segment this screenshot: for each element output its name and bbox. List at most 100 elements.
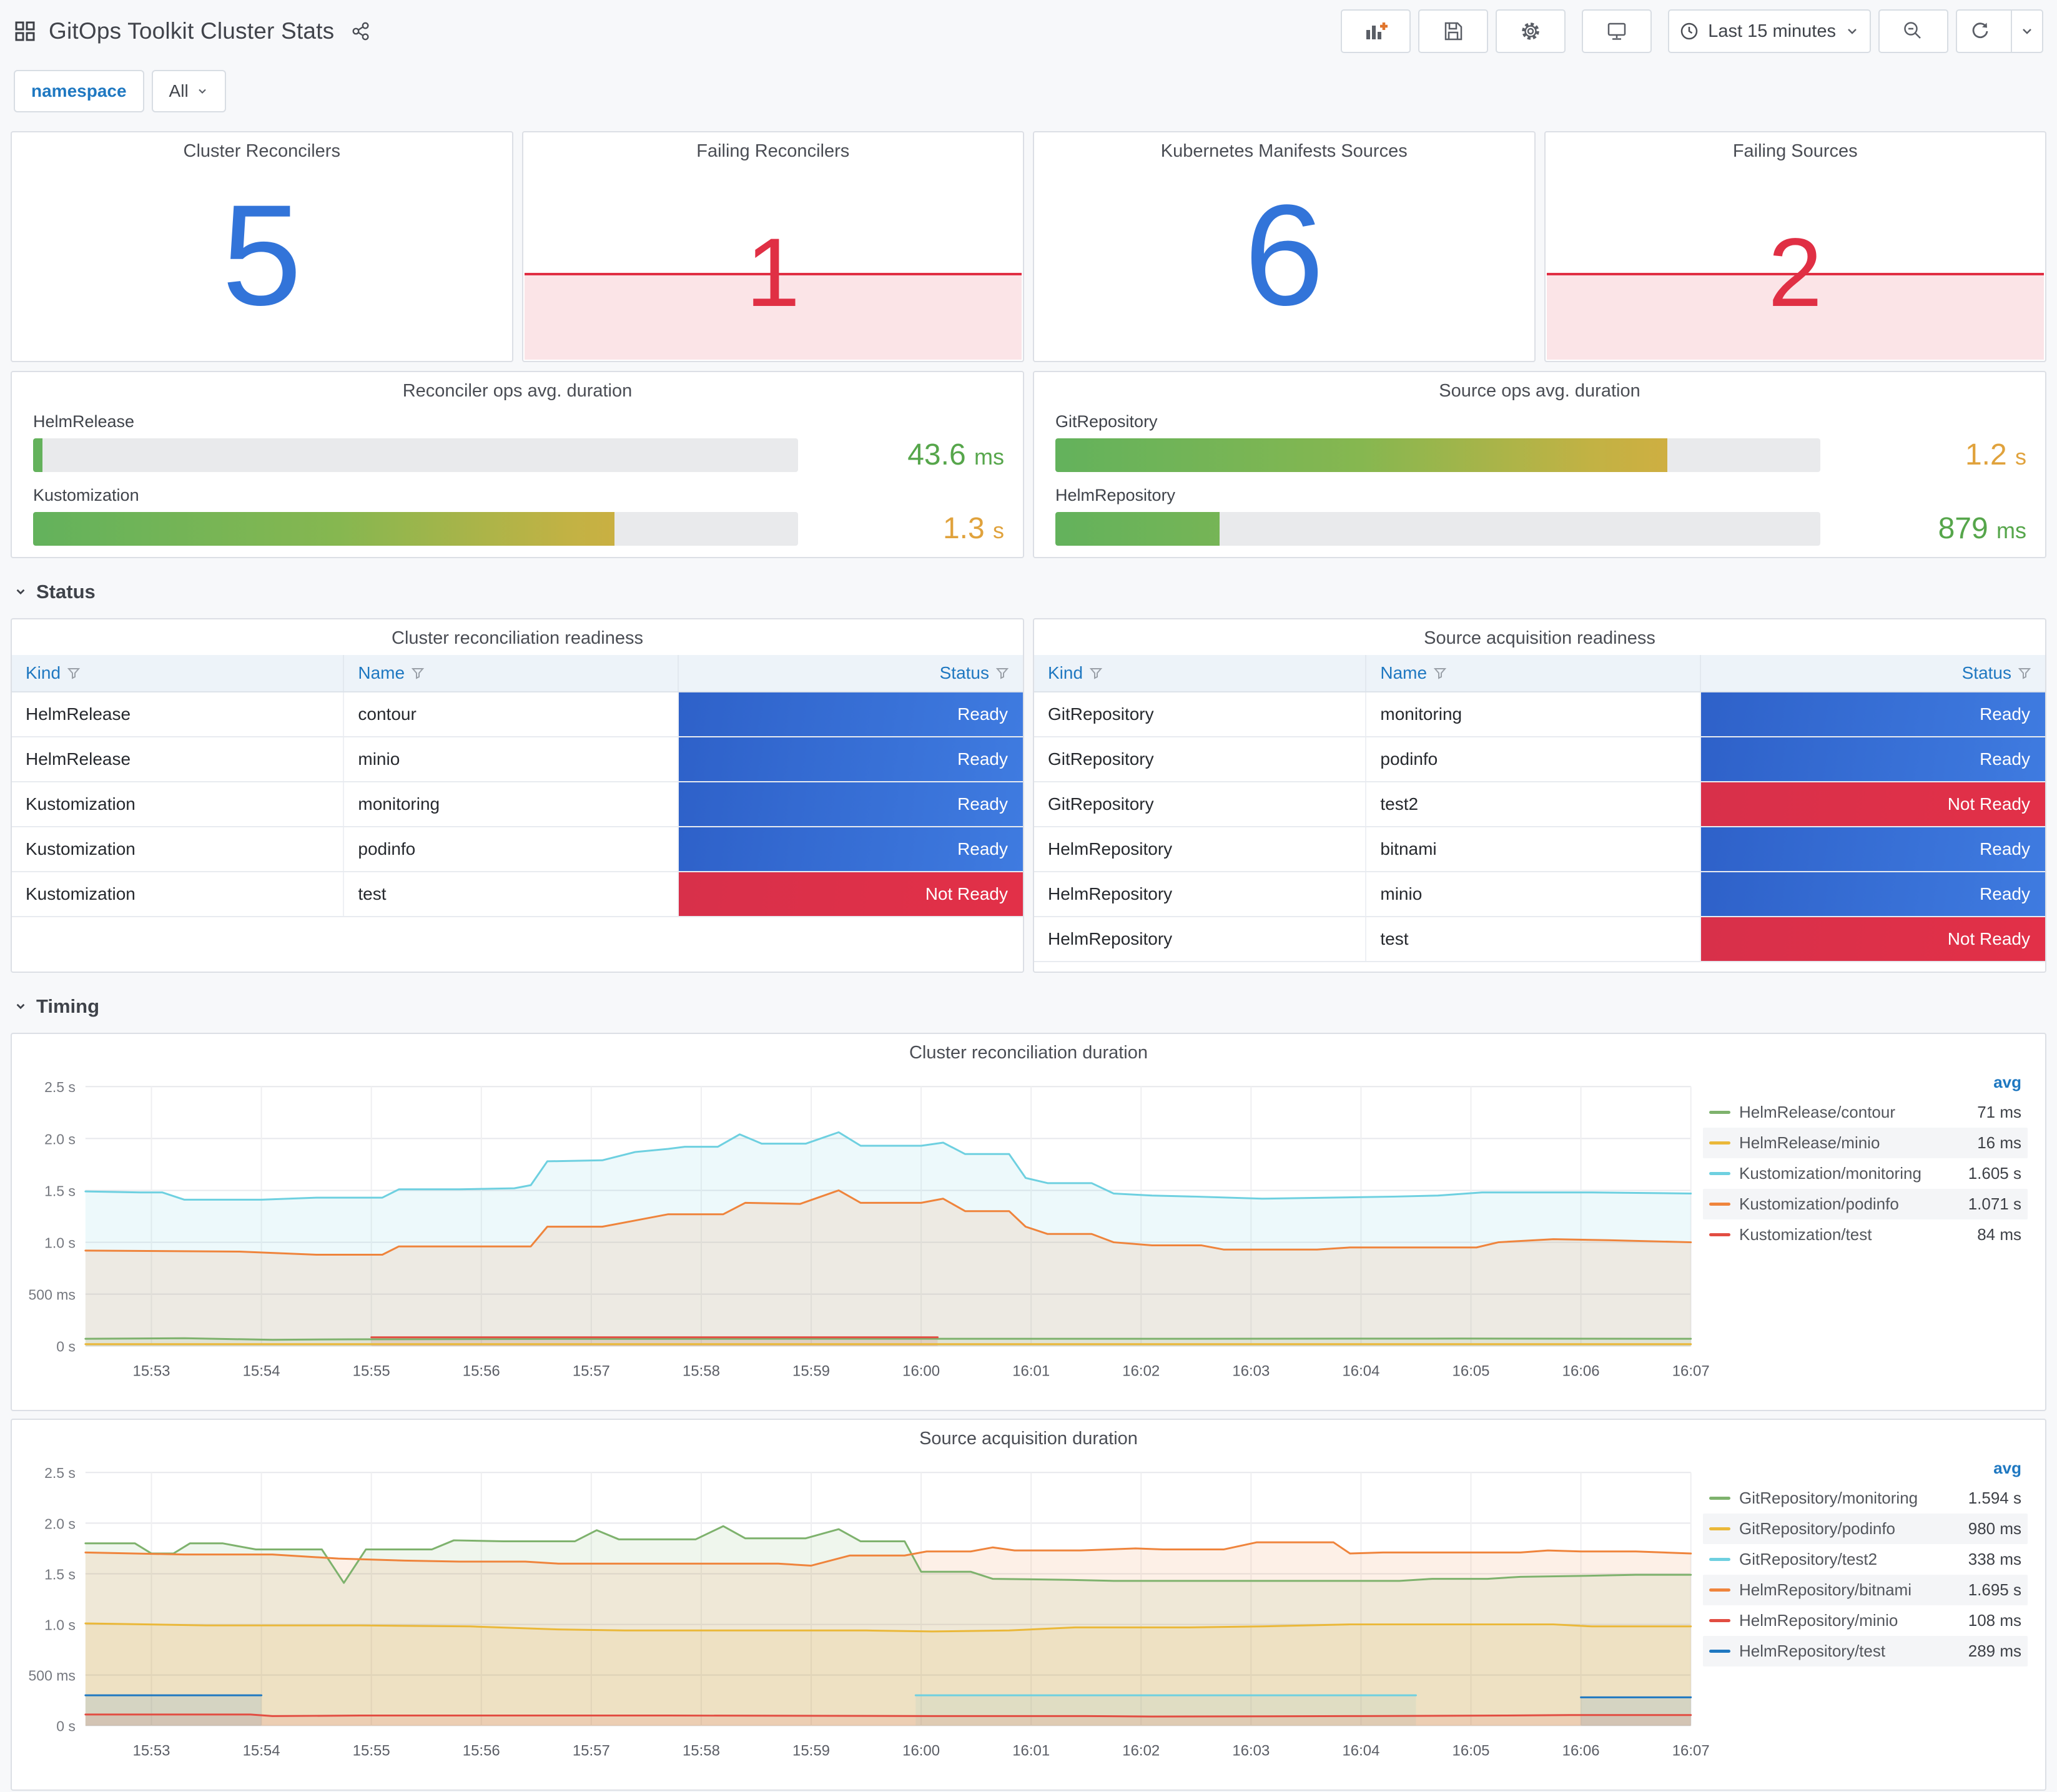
svg-text:1.0 s: 1.0 s bbox=[44, 1617, 76, 1633]
save-dashboard-button[interactable] bbox=[1418, 9, 1489, 53]
status-badge: Ready bbox=[1700, 692, 2045, 736]
series-color-dash bbox=[1709, 1172, 1730, 1175]
panel-title[interactable]: Reconciler ops avg. duration bbox=[402, 381, 633, 401]
variable-value-dropdown[interactable]: All bbox=[151, 70, 226, 112]
legend-item[interactable]: HelmRelease/contour 71 ms bbox=[1703, 1097, 2028, 1128]
table-row: HelmRelease minio Ready bbox=[12, 737, 1023, 782]
chart-row: Cluster reconciliation duration 0 s 500 m… bbox=[11, 1033, 2046, 1411]
legend-avg-header[interactable]: avg bbox=[1993, 1073, 2021, 1091]
time-range-picker[interactable]: Last 15 minutes bbox=[1668, 9, 1871, 53]
status-badge: Not Ready bbox=[1700, 782, 2045, 826]
page-title: GitOps Toolkit Cluster Stats bbox=[49, 18, 335, 44]
column-header-kind[interactable]: Kind bbox=[1034, 655, 1367, 692]
cell-kind: Kustomization bbox=[12, 872, 345, 917]
panel-title[interactable]: Source acquisition readiness bbox=[1424, 628, 1655, 648]
cell-name: test2 bbox=[1366, 782, 1701, 827]
section-status[interactable]: Status bbox=[12, 573, 96, 611]
stat-value: 6 bbox=[1244, 174, 1324, 335]
cell-kind: GitRepository bbox=[1034, 782, 1367, 827]
series-color-dash bbox=[1709, 1527, 1730, 1530]
cell-name: test bbox=[343, 872, 679, 917]
column-header-name[interactable]: Name bbox=[343, 655, 679, 692]
tables-row: Cluster reconciliation readiness Kind Nam… bbox=[11, 618, 2046, 973]
legend-item[interactable]: Kustomization/podinfo 1.071 s bbox=[1703, 1189, 2028, 1219]
panel-title[interactable]: Failing Sources bbox=[1732, 141, 1858, 161]
series-color-dash bbox=[1709, 1233, 1730, 1236]
share-icon[interactable] bbox=[350, 21, 372, 42]
svg-text:16:06: 16:06 bbox=[1562, 1363, 1600, 1380]
dashboard-settings-button[interactable] bbox=[1496, 9, 1566, 53]
legend-item[interactable]: GitRepository/test2 338 ms bbox=[1703, 1544, 2028, 1575]
svg-text:15:56: 15:56 bbox=[463, 1363, 500, 1380]
bar-gauge-track bbox=[33, 438, 798, 472]
legend-item[interactable]: HelmRepository/test 289 ms bbox=[1703, 1636, 2028, 1666]
panel-source-acquisition-readiness: Source acquisition readiness Kind Name Sta… bbox=[1033, 618, 2046, 973]
series-name: GitRepository/monitoring bbox=[1739, 1489, 1918, 1507]
column-header-kind[interactable]: Kind bbox=[12, 655, 345, 692]
svg-text:15:57: 15:57 bbox=[573, 1363, 610, 1380]
bar-gauge-row: HelmRepository 879 ms bbox=[1055, 483, 2026, 546]
column-header-status[interactable]: Status bbox=[678, 655, 1023, 692]
panel-title[interactable]: Cluster reconciliation readiness bbox=[392, 628, 643, 648]
legend-item[interactable]: Kustomization/test 84 ms bbox=[1703, 1219, 2028, 1250]
panel-title[interactable]: Cluster Reconcilers bbox=[183, 141, 340, 161]
cell-kind: Kustomization bbox=[12, 782, 345, 827]
legend-item[interactable]: HelmRepository/bitnami 1.695 s bbox=[1703, 1575, 2028, 1605]
legend-item[interactable]: HelmRelease/minio 16 ms bbox=[1703, 1128, 2028, 1158]
table-row: Kustomization podinfo Ready bbox=[12, 827, 1023, 872]
series-name: HelmRepository/minio bbox=[1739, 1611, 1898, 1630]
refresh-dashboard-button[interactable] bbox=[1956, 9, 2043, 53]
filter-icon bbox=[995, 668, 1009, 679]
add-panel-button[interactable] bbox=[1341, 9, 1411, 53]
column-header-status[interactable]: Status bbox=[1700, 655, 2045, 692]
panel-title[interactable]: Cluster reconciliation duration bbox=[909, 1043, 1148, 1063]
series-avg-value: 84 ms bbox=[1977, 1225, 2021, 1244]
svg-text:2.0 s: 2.0 s bbox=[44, 1131, 76, 1147]
source-acquisition-duration-chart[interactable]: 0 s 500 ms 1.0 s 1.5 s 2.0 s 2.5 s 15:53 15:54 1… bbox=[12, 1420, 2045, 1791]
bar-gauge-label: HelmRelease bbox=[33, 412, 135, 431]
legend-item[interactable]: GitRepository/podinfo 980 ms bbox=[1703, 1514, 2028, 1544]
variable-label-namespace[interactable]: namespace bbox=[14, 70, 144, 112]
svg-text:16:05: 16:05 bbox=[1453, 1363, 1490, 1380]
cell-name: minio bbox=[1366, 872, 1701, 917]
series-name: HelmRelease/minio bbox=[1739, 1133, 1880, 1152]
legend-item[interactable]: HelmRepository/minio 108 ms bbox=[1703, 1605, 2028, 1636]
panel-title[interactable]: Failing Reconcilers bbox=[696, 141, 850, 161]
bar-gauge-label: Kustomization bbox=[33, 486, 139, 505]
cell-kind: HelmRelease bbox=[12, 692, 345, 737]
legend-avg-header[interactable]: avg bbox=[1993, 1459, 2021, 1477]
svg-text:15:56: 15:56 bbox=[463, 1743, 500, 1760]
panel-title[interactable]: Source acquisition duration bbox=[919, 1429, 1138, 1449]
table-row: GitRepository podinfo Ready bbox=[1034, 737, 2045, 782]
panel-title[interactable]: Source ops avg. duration bbox=[1439, 381, 1640, 401]
svg-text:16:00: 16:00 bbox=[902, 1743, 940, 1760]
refresh-interval-dropdown[interactable] bbox=[2011, 11, 2042, 52]
svg-text:1.5 s: 1.5 s bbox=[44, 1183, 76, 1199]
chevron-down-icon bbox=[16, 589, 25, 595]
series-color-dash bbox=[1709, 1141, 1730, 1145]
legend-item[interactable]: GitRepository/monitoring 1.594 s bbox=[1703, 1483, 2028, 1514]
cell-kind: HelmRepository bbox=[1034, 827, 1367, 872]
series-color-dash bbox=[1709, 1619, 1730, 1622]
svg-text:500 ms: 500 ms bbox=[29, 1287, 76, 1303]
zoom-out-time-button[interactable] bbox=[1878, 9, 1948, 53]
svg-text:500 ms: 500 ms bbox=[29, 1668, 76, 1684]
series-avg-value: 980 ms bbox=[1968, 1519, 2021, 1538]
dashboard-grid-icon[interactable] bbox=[14, 20, 36, 42]
readiness-table: Kind Name Status GitRepository monitoring Rea… bbox=[1034, 655, 2045, 962]
kiosk-mode-button[interactable] bbox=[1582, 9, 1652, 53]
stat-sparkline bbox=[1546, 273, 2044, 360]
column-header-name[interactable]: Name bbox=[1366, 655, 1701, 692]
svg-text:15:53: 15:53 bbox=[133, 1363, 170, 1380]
panel-title[interactable]: Kubernetes Manifests Sources bbox=[1160, 141, 1408, 161]
cluster-reconciliation-duration-chart[interactable]: 0 s 500 ms 1.0 s 1.5 s 2.0 s 2.5 s 15:53 15:54 1… bbox=[12, 1034, 2045, 1411]
section-timing[interactable]: Timing bbox=[12, 988, 99, 1025]
series-color-dash bbox=[1709, 1111, 1730, 1114]
svg-text:16:04: 16:04 bbox=[1342, 1743, 1379, 1760]
table-row: HelmRepository minio Ready bbox=[1034, 872, 2045, 917]
filter-icon bbox=[1089, 668, 1103, 679]
refresh-icon[interactable] bbox=[1957, 11, 2002, 52]
legend-item[interactable]: Kustomization/monitoring 1.605 s bbox=[1703, 1158, 2028, 1189]
series-name: GitRepository/test2 bbox=[1739, 1550, 1878, 1568]
